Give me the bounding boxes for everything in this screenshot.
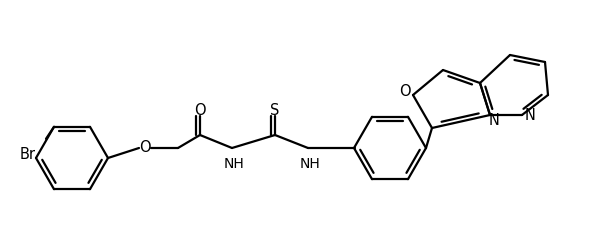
Text: S: S	[270, 102, 280, 118]
Text: O: O	[139, 141, 151, 156]
Text: Br: Br	[20, 147, 36, 162]
Text: N: N	[489, 113, 499, 128]
Text: N: N	[525, 107, 535, 122]
Text: NH: NH	[299, 157, 320, 171]
Text: O: O	[399, 83, 411, 98]
Text: NH: NH	[224, 157, 244, 171]
Text: O: O	[194, 102, 206, 118]
